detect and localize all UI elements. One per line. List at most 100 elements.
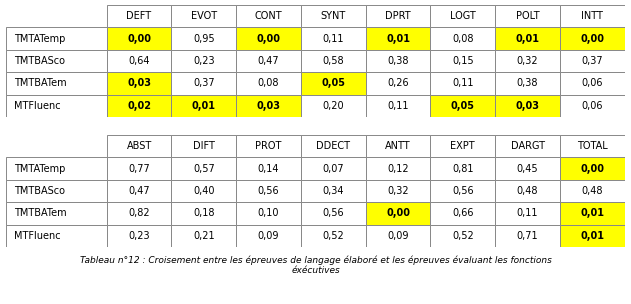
Text: 0,52: 0,52	[452, 231, 474, 241]
Text: 0,14: 0,14	[258, 164, 280, 174]
Text: 0,08: 0,08	[258, 78, 280, 88]
Bar	[6, 27, 107, 50]
Bar	[172, 202, 236, 225]
Bar	[236, 95, 301, 117]
Bar	[6, 202, 107, 225]
Text: 0,09: 0,09	[258, 231, 280, 241]
Text: PROT: PROT	[256, 141, 282, 151]
Bar	[172, 5, 236, 27]
Bar	[560, 157, 625, 180]
Text: 0,47: 0,47	[257, 56, 280, 66]
Bar	[495, 27, 560, 50]
Bar	[366, 50, 430, 72]
Bar	[495, 180, 560, 202]
Text: 0,08: 0,08	[452, 34, 473, 43]
Bar	[236, 72, 301, 95]
Bar	[430, 95, 495, 117]
Text: 0,45: 0,45	[517, 164, 538, 174]
Text: 0,48: 0,48	[517, 186, 538, 196]
Text: TMTBATem: TMTBATem	[15, 209, 67, 218]
Text: 0,34: 0,34	[322, 186, 344, 196]
Text: 0,37: 0,37	[582, 56, 603, 66]
Text: TMTATemp: TMTATemp	[15, 164, 66, 174]
Bar	[366, 135, 430, 157]
Bar	[301, 95, 366, 117]
Bar	[495, 157, 560, 180]
Text: 0,64: 0,64	[128, 56, 150, 66]
Text: 0,11: 0,11	[517, 209, 538, 218]
Text: 0,15: 0,15	[452, 56, 474, 66]
Bar	[107, 27, 172, 50]
Text: 0,05: 0,05	[451, 101, 475, 111]
Bar	[107, 180, 172, 202]
Bar	[107, 135, 172, 157]
Bar	[6, 50, 107, 72]
Bar	[107, 50, 172, 72]
Text: 0,01: 0,01	[386, 34, 410, 43]
Bar	[366, 95, 430, 117]
Bar	[301, 157, 366, 180]
Text: 0,38: 0,38	[387, 56, 409, 66]
Bar	[172, 180, 236, 202]
Text: 0,23: 0,23	[128, 231, 150, 241]
Text: 0,03: 0,03	[516, 101, 540, 111]
Bar	[301, 72, 366, 95]
Bar	[236, 202, 301, 225]
Bar	[301, 135, 366, 157]
Text: 0,52: 0,52	[322, 231, 344, 241]
Text: 0,56: 0,56	[322, 209, 344, 218]
Bar	[366, 180, 430, 202]
Bar	[366, 5, 430, 27]
Text: TMTBASco: TMTBASco	[15, 186, 66, 196]
Bar	[430, 135, 495, 157]
Bar	[301, 180, 366, 202]
Text: 0,38: 0,38	[517, 78, 538, 88]
Text: 0,00: 0,00	[257, 34, 281, 43]
Text: ABST: ABST	[126, 141, 151, 151]
Text: 0,77: 0,77	[128, 164, 150, 174]
Bar	[6, 225, 107, 247]
Bar	[107, 72, 172, 95]
Text: 0,01: 0,01	[581, 231, 604, 241]
Bar	[172, 95, 236, 117]
Text: TOTAL: TOTAL	[577, 141, 608, 151]
Bar	[430, 180, 495, 202]
Bar	[495, 50, 560, 72]
Text: 0,00: 0,00	[127, 34, 151, 43]
Bar	[366, 157, 430, 180]
Bar	[107, 202, 172, 225]
Text: DIFT: DIFT	[193, 141, 215, 151]
Text: DEFT: DEFT	[126, 11, 151, 21]
Bar	[107, 95, 172, 117]
Text: 0,81: 0,81	[452, 164, 473, 174]
Bar	[366, 27, 430, 50]
Text: 0,32: 0,32	[387, 186, 409, 196]
Bar	[236, 135, 301, 157]
Text: INTT: INTT	[581, 11, 603, 21]
Bar	[495, 225, 560, 247]
Text: 0,12: 0,12	[387, 164, 409, 174]
Bar	[560, 95, 625, 117]
Bar	[236, 157, 301, 180]
Bar	[236, 50, 301, 72]
Text: 0,58: 0,58	[322, 56, 344, 66]
Bar	[430, 50, 495, 72]
Text: 0,00: 0,00	[581, 34, 604, 43]
Bar	[301, 27, 366, 50]
Bar	[172, 27, 236, 50]
Bar	[430, 202, 495, 225]
Text: CONT: CONT	[255, 11, 282, 21]
Bar	[6, 157, 107, 180]
Text: DDECT: DDECT	[316, 141, 350, 151]
Text: 0,11: 0,11	[387, 101, 409, 111]
Text: 0,82: 0,82	[128, 209, 150, 218]
Bar	[6, 95, 107, 117]
Text: 0,05: 0,05	[321, 78, 345, 88]
Text: 0,23: 0,23	[193, 56, 215, 66]
Text: TMTBASco: TMTBASco	[15, 56, 66, 66]
Text: 0,66: 0,66	[452, 209, 473, 218]
Text: 0,01: 0,01	[516, 34, 540, 43]
Bar	[560, 5, 625, 27]
Text: 0,18: 0,18	[193, 209, 215, 218]
Bar	[6, 72, 107, 95]
